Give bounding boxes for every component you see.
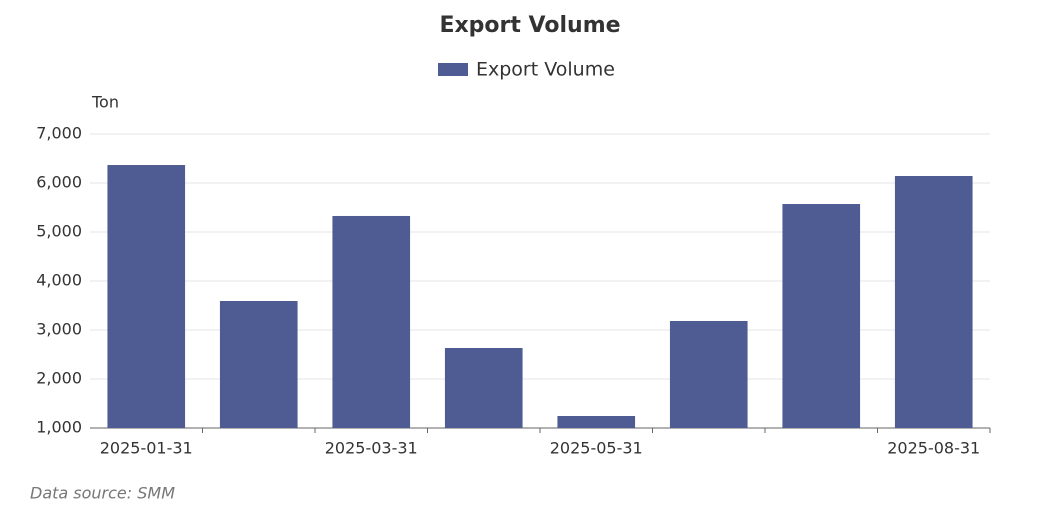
bar xyxy=(894,175,973,428)
legend-swatch xyxy=(438,63,468,76)
bar xyxy=(557,415,636,428)
y-tick-label: 2,000 xyxy=(36,369,82,388)
bar xyxy=(107,165,186,428)
bar xyxy=(332,215,411,428)
legend-label: Export Volume xyxy=(476,59,615,81)
y-tick-label: 1,000 xyxy=(36,418,82,437)
y-axis-label: Ton xyxy=(91,93,119,112)
y-tick-label: 3,000 xyxy=(36,320,82,339)
x-tick-label: 2025-05-31 xyxy=(550,439,643,458)
bar xyxy=(669,320,748,428)
x-tick-label: 2025-01-31 xyxy=(100,439,193,458)
x-tick-label: 2025-08-31 xyxy=(887,439,980,458)
bar xyxy=(219,300,298,428)
y-tick-label: 7,000 xyxy=(36,124,82,143)
bar xyxy=(782,204,861,428)
chart-title: Export Volume xyxy=(439,13,620,38)
bar xyxy=(444,347,523,428)
y-tick-label: 5,000 xyxy=(36,222,82,241)
source-note: Data source: SMM xyxy=(30,484,175,503)
y-tick-label: 4,000 xyxy=(36,271,82,290)
y-tick-label: 6,000 xyxy=(36,173,82,192)
x-tick-label: 2025-03-31 xyxy=(325,439,418,458)
